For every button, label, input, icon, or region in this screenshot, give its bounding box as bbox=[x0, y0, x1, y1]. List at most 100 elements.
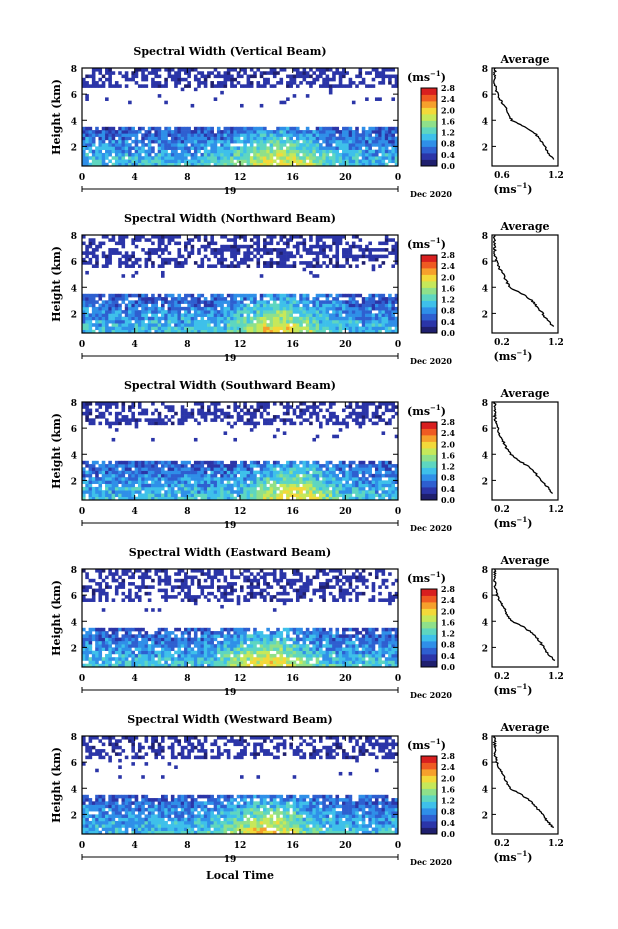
heatmap-cell bbox=[157, 490, 162, 494]
heatmap-cell bbox=[154, 68, 159, 72]
heatmap-cell bbox=[236, 323, 241, 327]
heatmap-cell bbox=[236, 261, 241, 265]
heatmap-cell bbox=[269, 235, 274, 239]
heatmap-cell bbox=[111, 575, 116, 580]
heatmap-cell bbox=[322, 486, 326, 491]
heatmap-cell bbox=[394, 323, 399, 327]
heatmap-cell bbox=[315, 313, 320, 317]
heatmap-cell bbox=[299, 496, 303, 501]
heatmap-cell bbox=[190, 326, 195, 331]
heatmap-cell bbox=[223, 326, 228, 331]
heatmap-cell bbox=[95, 81, 99, 85]
heatmap-cell bbox=[230, 68, 234, 72]
heatmap-cell bbox=[187, 133, 191, 137]
heatmap-cell bbox=[210, 418, 214, 422]
heatmap-cell bbox=[299, 74, 303, 79]
heatmap-cell bbox=[154, 71, 159, 75]
heatmap-cell bbox=[279, 264, 284, 268]
heatmap-cell bbox=[144, 303, 149, 308]
heatmap-cell bbox=[292, 319, 297, 324]
heatmap-cell bbox=[170, 326, 175, 331]
heatmap-cell bbox=[141, 572, 145, 576]
heatmap-cell bbox=[154, 329, 159, 334]
panel-title: Spectral Width (Eastward Beam) bbox=[129, 546, 331, 559]
colorbar-segment bbox=[421, 114, 437, 121]
heatmap-cell bbox=[180, 490, 185, 494]
heatmap-cell bbox=[174, 480, 178, 484]
heatmap-cell bbox=[131, 464, 135, 468]
heatmap-cell bbox=[95, 261, 99, 265]
colorbar-segment bbox=[421, 326, 437, 334]
heatmap-cell bbox=[361, 329, 366, 334]
heatmap-cell bbox=[348, 323, 353, 327]
heatmap-cell bbox=[378, 159, 382, 164]
heatmap-cell bbox=[184, 460, 188, 465]
heatmap-cell bbox=[332, 74, 336, 79]
heatmap-cell bbox=[348, 329, 353, 334]
avg-y-tick-label: 6 bbox=[482, 91, 488, 101]
heatmap-cell bbox=[249, 473, 254, 478]
heatmap-cell bbox=[157, 297, 162, 301]
heatmap-cell bbox=[111, 238, 116, 242]
heatmap-cell bbox=[269, 483, 274, 488]
heatmap-cell bbox=[295, 139, 300, 144]
heatmap-cell bbox=[187, 238, 191, 242]
heatmap-cell bbox=[286, 402, 290, 406]
heatmap-cell bbox=[358, 326, 363, 331]
heatmap-cell bbox=[124, 637, 129, 642]
heatmap-cell bbox=[381, 162, 386, 167]
heatmap-cell bbox=[98, 464, 103, 468]
heatmap-cell bbox=[157, 130, 162, 134]
heatmap-cell bbox=[371, 313, 376, 317]
heatmap-cell bbox=[128, 159, 132, 164]
heatmap-cell bbox=[394, 297, 399, 301]
heatmap-cell bbox=[322, 244, 326, 249]
heatmap-cell bbox=[309, 130, 313, 134]
heatmap-cell bbox=[322, 316, 326, 321]
heatmap-cell bbox=[193, 156, 198, 160]
heatmap-cell bbox=[121, 235, 126, 239]
heatmap-cell bbox=[131, 496, 135, 501]
heatmap-cell bbox=[384, 248, 389, 252]
heatmap-cell bbox=[137, 493, 142, 498]
heatmap-cell bbox=[95, 467, 99, 471]
heatmap-cell bbox=[388, 81, 392, 85]
heatmap-cell bbox=[88, 244, 93, 249]
heatmap-cell bbox=[355, 421, 359, 426]
heatmap-cell bbox=[289, 490, 293, 494]
heatmap-cell bbox=[144, 238, 149, 242]
heatmap-cell bbox=[118, 480, 122, 484]
heatmap-cell bbox=[154, 464, 159, 468]
heatmap-cell bbox=[272, 323, 277, 327]
heatmap-cell bbox=[164, 572, 168, 576]
heatmap-cell bbox=[111, 486, 116, 491]
heatmap-cell bbox=[134, 235, 139, 239]
heatmap-cell bbox=[118, 310, 122, 314]
heatmap-cell bbox=[187, 74, 191, 79]
heatmap-cell bbox=[246, 316, 251, 321]
heatmap-cell bbox=[319, 464, 323, 468]
heatmap-cell bbox=[230, 329, 234, 334]
heatmap-cell bbox=[365, 146, 369, 150]
heatmap-cell bbox=[286, 310, 290, 314]
heatmap-cell bbox=[230, 473, 234, 478]
heatmap-cell bbox=[338, 464, 343, 468]
heatmap-cell bbox=[101, 133, 106, 137]
heatmap-cell bbox=[137, 139, 142, 144]
heatmap-cell bbox=[351, 477, 356, 481]
heatmap-cell bbox=[220, 264, 224, 268]
heatmap-cell bbox=[85, 460, 89, 465]
heatmap-cell bbox=[328, 415, 333, 419]
heatmap-cell bbox=[161, 162, 165, 167]
heatmap-cell bbox=[141, 575, 145, 580]
heatmap-cell bbox=[82, 402, 86, 406]
heatmap-cell bbox=[279, 235, 284, 239]
heatmap-cell bbox=[190, 408, 195, 413]
heatmap-cell bbox=[207, 257, 211, 262]
heatmap-cell bbox=[95, 159, 99, 164]
heatmap-cell bbox=[368, 149, 372, 154]
heatmap-cell bbox=[210, 306, 214, 311]
heatmap-cell bbox=[295, 310, 300, 314]
heatmap-cell bbox=[114, 297, 119, 301]
heatmap-cell bbox=[174, 496, 178, 501]
